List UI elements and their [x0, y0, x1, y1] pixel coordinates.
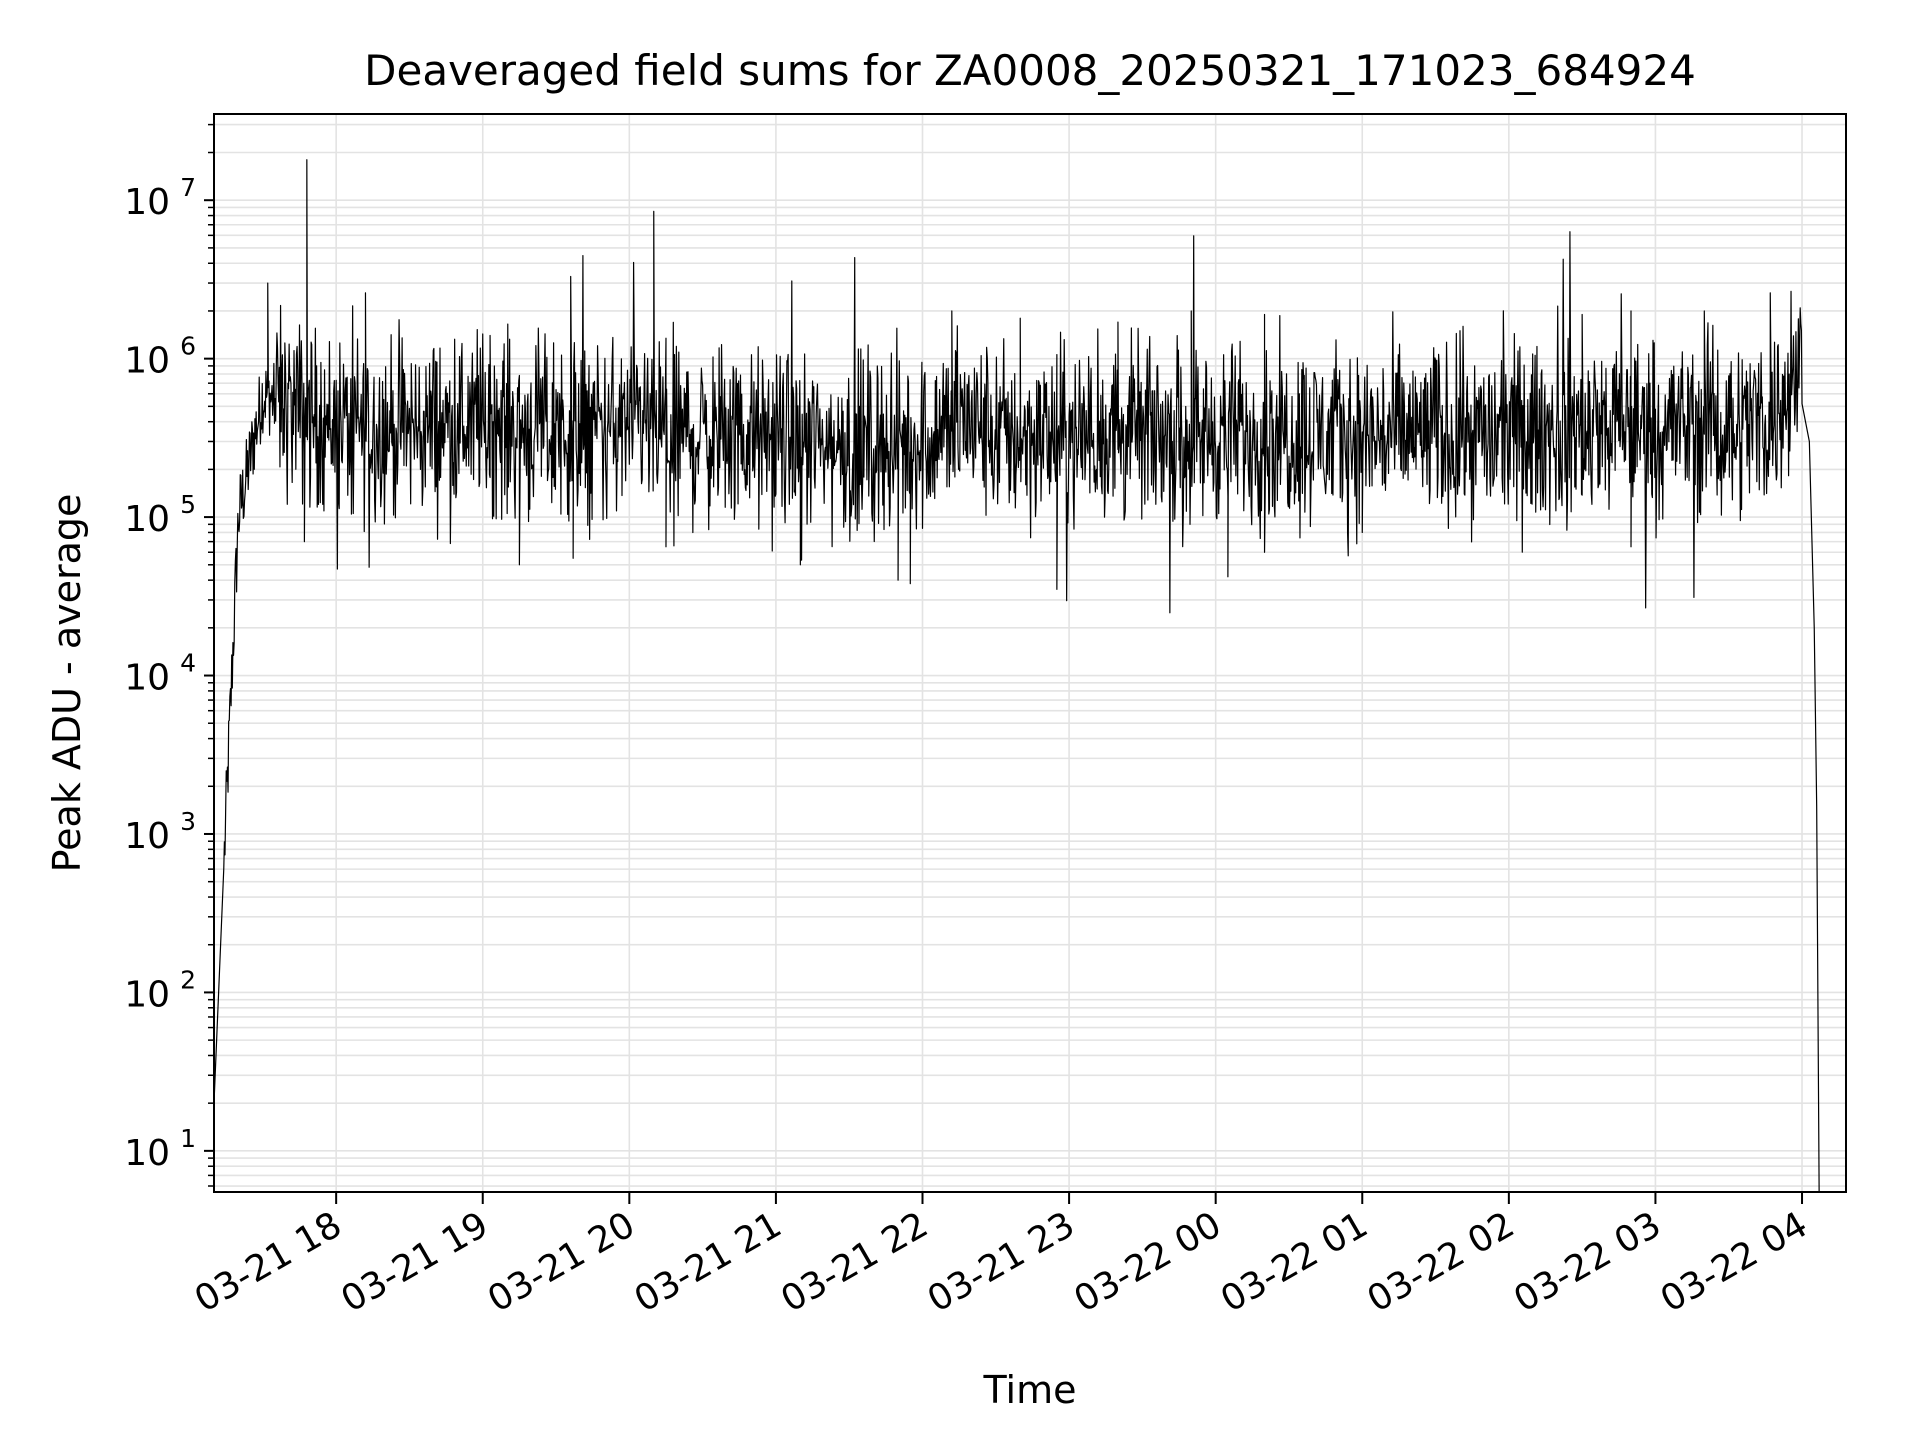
series-line	[213, 159, 1820, 1193]
y-tick-exponent: 6	[180, 332, 196, 361]
y-tick-exponent: 1	[180, 1124, 196, 1153]
y-tick-label: 10	[124, 816, 170, 857]
y-tick-label: 10	[124, 341, 170, 382]
y-tick-label: 10	[124, 1133, 170, 1174]
y-tick-exponent: 3	[180, 807, 196, 836]
chart-title: Deaveraged field sums for ZA0008_2025032…	[364, 46, 1696, 95]
x-tick-label: 03-22 02	[1361, 1204, 1522, 1320]
x-tick-label: 03-21 21	[628, 1204, 789, 1320]
y-axis-label: Peak ADU - average	[45, 493, 89, 873]
major-gridlines	[214, 114, 1846, 1192]
y-tick-exponent: 2	[180, 965, 196, 994]
x-tick-label: 03-22 04	[1654, 1204, 1815, 1320]
x-tick-label: 03-21 19	[335, 1204, 496, 1320]
y-axis: 10 1 10 2 10 3 10 4 10 5 10 6 10 7	[124, 123, 214, 1187]
y-tick-label: 10	[124, 658, 170, 699]
x-tick-label: 03-21 23	[921, 1204, 1082, 1320]
x-tick-label: 03-21 18	[188, 1204, 349, 1320]
x-tick-label: 03-21 22	[774, 1204, 935, 1320]
y-tick-label: 10	[124, 499, 170, 540]
y-tick-exponent: 5	[180, 490, 196, 519]
y-tick-exponent: 7	[180, 173, 196, 202]
x-axis-label: Time	[983, 1368, 1077, 1412]
y-tick-exponent: 4	[180, 649, 196, 678]
y-tick-label: 10	[124, 182, 170, 223]
y-tick-label: 10	[124, 974, 170, 1015]
x-tick-label: 03-22 03	[1507, 1204, 1668, 1320]
plot-frame	[213, 113, 1847, 1193]
minor-gridlines	[214, 123, 1846, 1187]
x-tick-label: 03-22 01	[1214, 1204, 1375, 1320]
x-tick-label: 03-21 20	[481, 1204, 642, 1320]
x-tick-label: 03-22 00	[1068, 1204, 1229, 1320]
